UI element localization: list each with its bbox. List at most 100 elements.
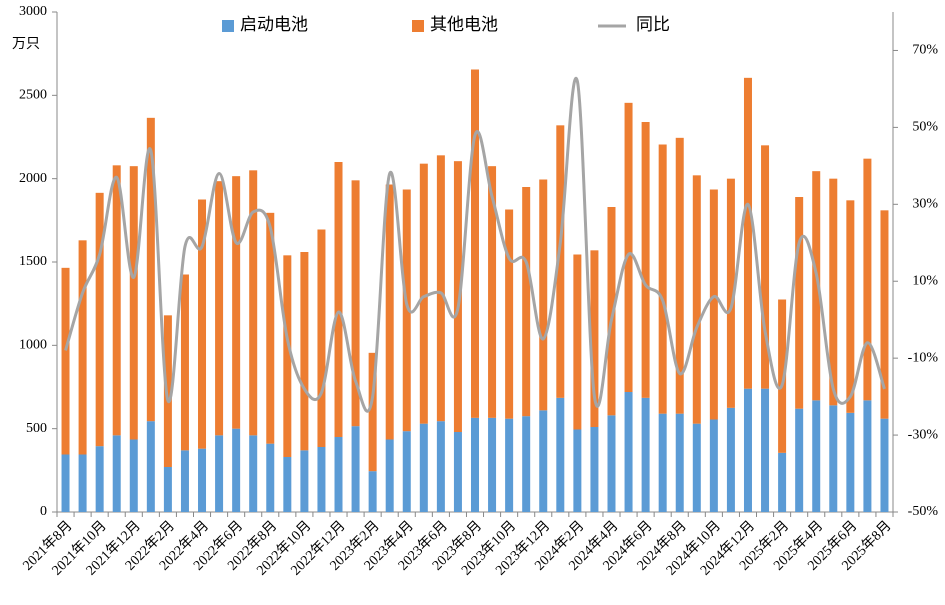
y-tick-label: 2500 <box>19 88 47 103</box>
bar <box>590 250 599 427</box>
bar <box>283 255 292 457</box>
bar <box>658 413 667 512</box>
bar <box>488 417 497 512</box>
bar <box>385 439 394 512</box>
y-tick-label: 1500 <box>19 254 47 269</box>
bar <box>61 454 70 512</box>
y2-tick-label: -50% <box>908 504 939 519</box>
bar <box>539 179 548 411</box>
bar <box>129 166 138 440</box>
legend-swatch <box>412 20 424 32</box>
bar <box>334 162 343 437</box>
bar <box>78 240 87 455</box>
bar <box>419 423 428 512</box>
bar <box>300 450 309 512</box>
bar <box>846 200 855 413</box>
bar <box>453 161 462 432</box>
bar <box>385 184 394 440</box>
bar <box>795 408 804 512</box>
bar <box>198 448 207 512</box>
bar <box>402 431 411 512</box>
bar <box>743 77 752 389</box>
bar <box>180 450 189 512</box>
bar <box>436 155 445 422</box>
bar <box>778 299 787 453</box>
bar <box>266 212 275 444</box>
bar <box>351 426 360 512</box>
bar <box>726 407 735 512</box>
bar <box>180 274 189 451</box>
y-tick-label: 3000 <box>19 4 47 19</box>
bar <box>129 439 138 512</box>
bar <box>761 388 770 512</box>
bar <box>829 178 838 406</box>
bar <box>317 447 326 512</box>
y2-tick-label: -30% <box>908 427 939 442</box>
bar <box>198 199 207 449</box>
y2-tick-label: -10% <box>908 350 939 365</box>
bar <box>863 158 872 401</box>
legend-label: 启动电池 <box>240 15 308 34</box>
bar <box>283 457 292 512</box>
bar <box>95 192 104 447</box>
bar <box>419 163 428 424</box>
bar <box>112 435 121 512</box>
bar <box>436 421 445 512</box>
bar <box>743 388 752 512</box>
bar <box>556 125 565 398</box>
legend-label: 其他电池 <box>430 15 498 34</box>
bar <box>692 175 701 424</box>
bar <box>146 117 155 422</box>
bar <box>812 171 821 401</box>
bar <box>215 435 224 512</box>
y-tick-label: 2000 <box>19 171 47 186</box>
y-tick-label: 500 <box>26 421 47 436</box>
bar <box>300 252 309 451</box>
bar <box>163 467 172 512</box>
bar <box>249 170 258 436</box>
bar <box>453 432 462 512</box>
bar <box>95 446 104 512</box>
bar <box>812 400 821 512</box>
legend-label: 同比 <box>636 15 670 34</box>
bar <box>232 428 241 512</box>
bar <box>692 423 701 512</box>
bar <box>368 471 377 512</box>
bar <box>112 165 121 436</box>
bar <box>505 418 514 512</box>
bar <box>61 267 70 455</box>
bar <box>402 189 411 432</box>
bar <box>556 397 565 512</box>
bar <box>590 427 599 512</box>
y-tick-label: 0 <box>40 504 47 519</box>
line <box>64 76 886 413</box>
bar <box>795 197 804 409</box>
bar <box>317 229 326 447</box>
bar <box>880 210 889 419</box>
bar <box>573 429 582 512</box>
bar <box>351 180 360 427</box>
bar <box>863 400 872 512</box>
bar <box>607 415 616 512</box>
bar <box>829 405 838 512</box>
bar <box>368 352 377 472</box>
y2-tick-label: 30% <box>912 197 938 212</box>
bar <box>539 410 548 512</box>
bar <box>249 435 258 512</box>
bar <box>709 189 718 420</box>
bar <box>607 207 616 416</box>
bar <box>641 397 650 512</box>
bar <box>215 181 224 436</box>
bar <box>675 137 684 414</box>
bar <box>641 122 650 398</box>
bar <box>761 145 770 389</box>
bar <box>471 69 479 418</box>
y2-tick-label: 10% <box>912 273 938 288</box>
bar <box>334 437 343 512</box>
bar <box>266 443 275 512</box>
bar <box>78 454 87 512</box>
bar <box>726 178 735 408</box>
bar <box>505 209 514 419</box>
y-tick-label: 1000 <box>19 338 47 353</box>
